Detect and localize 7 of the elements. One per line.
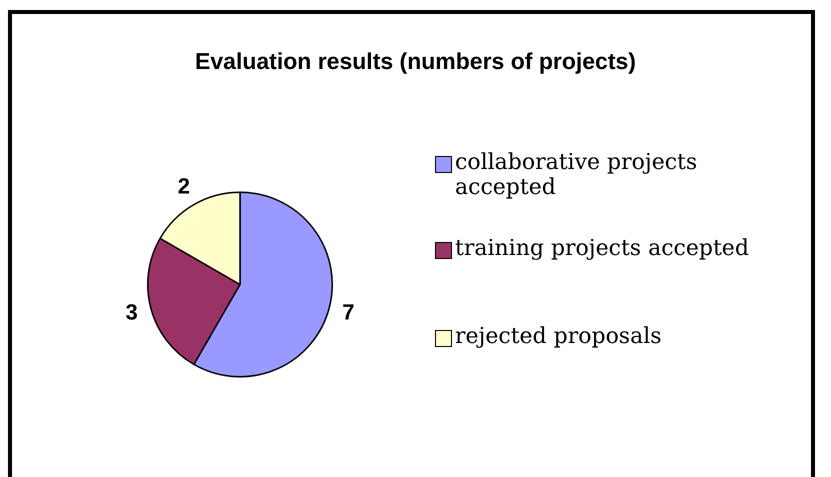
- data-label: 3: [125, 300, 138, 325]
- legend-label: collaborative projects accepted: [455, 150, 698, 200]
- legend-label: training projects accepted: [455, 236, 750, 261]
- data-label: 2: [178, 173, 190, 198]
- legend-label: rejected proposals: [455, 324, 663, 349]
- chart-title: Evaluation results (numbers of projects): [194, 48, 637, 75]
- data-label: 7: [342, 300, 355, 325]
